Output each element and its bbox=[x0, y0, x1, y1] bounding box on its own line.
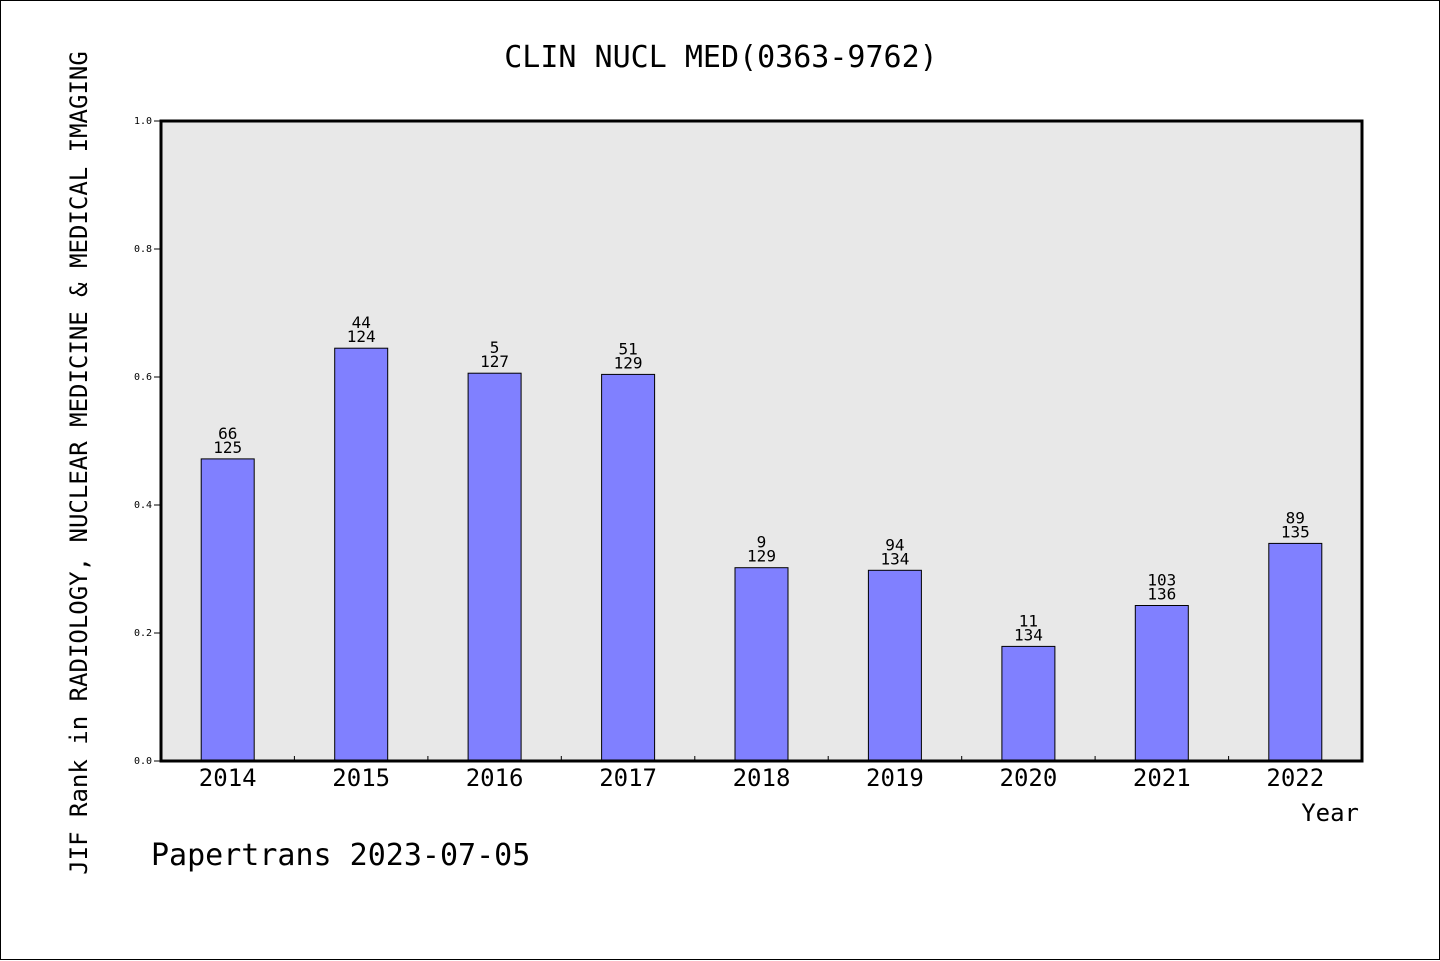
bar-rank-label: 94 bbox=[885, 535, 904, 554]
bar-total-label: 125 bbox=[213, 438, 242, 457]
bar-total-label: 127 bbox=[480, 352, 509, 371]
x-tick-label: 2015 bbox=[332, 764, 390, 792]
plot-border bbox=[159, 119, 1364, 763]
y-axis-label: JIF Rank in RADIOLOGY, NUCLEAR MEDICINE … bbox=[65, 51, 93, 875]
x-tick-label: 2019 bbox=[866, 764, 924, 792]
bar-2016 bbox=[467, 372, 522, 762]
y-tick-label: 0.2 bbox=[134, 628, 152, 639]
bar-total-label: 129 bbox=[747, 547, 776, 566]
x-tick-label: 2020 bbox=[1000, 764, 1058, 792]
bar-total-label: 124 bbox=[347, 327, 376, 346]
bar-total-label: 134 bbox=[1014, 625, 1043, 644]
bar-2022 bbox=[1268, 542, 1323, 762]
bar-total-label: 135 bbox=[1281, 522, 1310, 541]
bar-rank-label: 51 bbox=[618, 339, 637, 358]
x-tick-label: 2016 bbox=[466, 764, 524, 792]
chart-title: CLIN NUCL MED(0363-9762) bbox=[504, 40, 937, 75]
ticks-group: 2014 2015 2016 2017 2018 2019 2020 2021 2022 0.0 0… bbox=[134, 116, 1324, 792]
y-tick-label: 0.0 bbox=[134, 756, 152, 767]
bar-2017 bbox=[601, 373, 656, 762]
footer-text: Papertrans 2023-07-05 bbox=[151, 838, 530, 873]
bars-group bbox=[200, 347, 1323, 762]
bar-2014 bbox=[200, 458, 255, 762]
x-tick-label: 2021 bbox=[1133, 764, 1191, 792]
bar-2015 bbox=[334, 347, 389, 762]
x-axis-label: Year bbox=[1301, 799, 1359, 827]
y-tick-label: 0.4 bbox=[134, 500, 152, 511]
x-tick-label: 2022 bbox=[1266, 764, 1324, 792]
bar-rank-label: 66 bbox=[218, 424, 237, 443]
bar-2021 bbox=[1134, 605, 1189, 762]
bar-2019 bbox=[867, 569, 922, 762]
x-tick-label: 2014 bbox=[199, 764, 257, 792]
bar-rank-label: 5 bbox=[490, 338, 500, 357]
bar-rank-label: 89 bbox=[1286, 508, 1305, 527]
y-tick-label: 1.0 bbox=[134, 116, 152, 127]
bar-2020 bbox=[1001, 645, 1056, 762]
bar-rank-label: 44 bbox=[352, 313, 371, 332]
bar-labels-group: 6612544124512751129912994134111341031368… bbox=[213, 313, 1310, 644]
x-tick-label: 2017 bbox=[599, 764, 657, 792]
bar-total-label: 129 bbox=[614, 353, 643, 372]
x-tick-label: 2018 bbox=[733, 764, 791, 792]
y-tick-label: 0.8 bbox=[134, 244, 152, 255]
bar-total-label: 136 bbox=[1147, 585, 1176, 604]
bar-2018 bbox=[734, 567, 789, 762]
bar-rank-label: 103 bbox=[1147, 571, 1176, 590]
bar-rank-label: 11 bbox=[1019, 611, 1038, 630]
y-tick-label: 0.6 bbox=[134, 372, 152, 383]
bar-rank-label: 9 bbox=[757, 533, 767, 552]
bar-total-label: 134 bbox=[880, 549, 909, 568]
